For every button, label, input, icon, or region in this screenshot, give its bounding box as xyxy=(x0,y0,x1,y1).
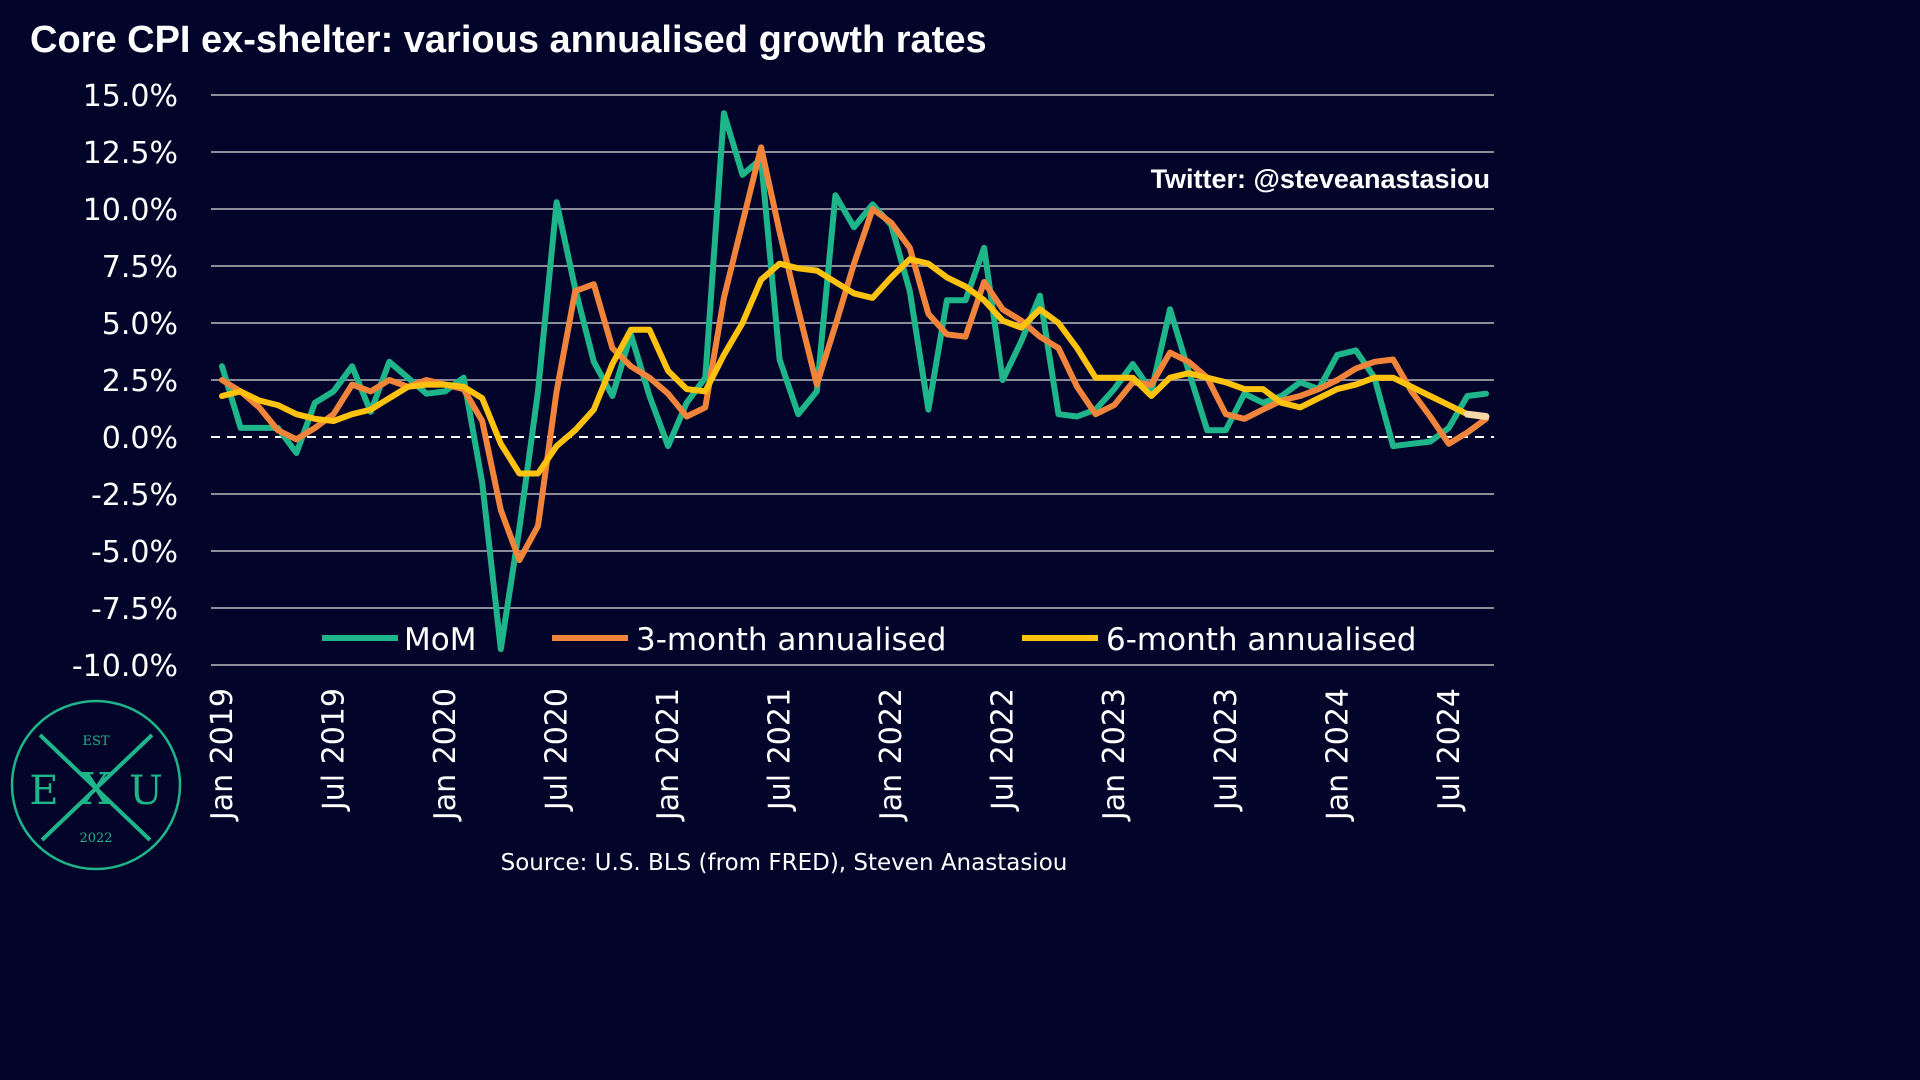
x-tick-label: Jul 2022 xyxy=(986,688,1021,812)
y-tick-label: 10.0% xyxy=(83,193,178,228)
series-line-6m xyxy=(219,256,1489,477)
x-tick-label: Jan 2023 xyxy=(1097,688,1132,822)
series-line-3m xyxy=(219,144,1489,564)
x-tick-label: Jul 2019 xyxy=(317,688,352,812)
x-tick-label: Jul 2021 xyxy=(763,688,798,812)
x-tick-label: Jul 2024 xyxy=(1432,688,1467,812)
legend: MoM 3-month annualised 6-month annualise… xyxy=(322,622,1416,658)
x-tick-label: Jan 2019 xyxy=(205,688,240,822)
y-tick-label: 7.5% xyxy=(102,250,178,285)
y-tick-label: 2.5% xyxy=(102,364,178,399)
x-tick-label: Jan 2024 xyxy=(1320,688,1355,822)
exu-logo: EST E X U 2022 xyxy=(10,699,182,871)
y-tick-label: -7.5% xyxy=(91,592,178,627)
logo-cross-b xyxy=(40,733,154,842)
y-tick-label: -2.5% xyxy=(91,478,178,513)
x-tick-label: Jul 2023 xyxy=(1209,688,1244,812)
x-tick-label: Jan 2022 xyxy=(874,688,909,822)
x-tick-label: Jul 2020 xyxy=(540,688,575,812)
logo-e: E xyxy=(29,768,58,814)
x-tick-label: Jan 2021 xyxy=(651,688,686,822)
y-tick-label: -5.0% xyxy=(91,535,178,570)
y-tick-label: -10.0% xyxy=(72,649,178,684)
logo-year: 2022 xyxy=(79,831,112,846)
y-tick-label: 0.0% xyxy=(102,421,178,456)
y-tick-label: 15.0% xyxy=(83,79,178,114)
logo-ring xyxy=(10,699,182,871)
y-tick-label: 5.0% xyxy=(102,307,178,342)
legend-label-mom: MoM xyxy=(404,622,476,658)
logo-u: U xyxy=(129,768,163,814)
x-tick-label: Jan 2020 xyxy=(428,688,463,822)
y-axis-ticks: 15.0% 12.5% 10.0% 7.5% 5.0% 2.5% 0.0% -2.5% -5.0… xyxy=(72,79,178,684)
chart-canvas: Core CPI ex-shelter: various annualised … xyxy=(10,19,1494,876)
legend-label-3m: 3-month annualised xyxy=(636,622,946,658)
x-axis-ticks: Jan 2019 Jul 2019 Jan 2020 Jul 2020 Jan 2021… xyxy=(205,688,1467,822)
chart: Core CPI ex-shelter: various annualised … xyxy=(10,19,1494,876)
logo-x: X xyxy=(80,764,112,815)
latest-segment-highlight xyxy=(1463,410,1490,420)
chart-title: Core CPI ex-shelter: various annualised … xyxy=(30,19,987,61)
series-lines xyxy=(219,110,1490,652)
logo-est: EST xyxy=(82,734,109,749)
y-tick-label: 12.5% xyxy=(83,136,178,171)
twitter-credit: Twitter: @steveanastasiou xyxy=(1151,164,1490,194)
source-note: Source: U.S. BLS (from FRED), Steven Ana… xyxy=(501,850,1068,876)
legend-label-6m: 6-month annualised xyxy=(1106,622,1416,658)
